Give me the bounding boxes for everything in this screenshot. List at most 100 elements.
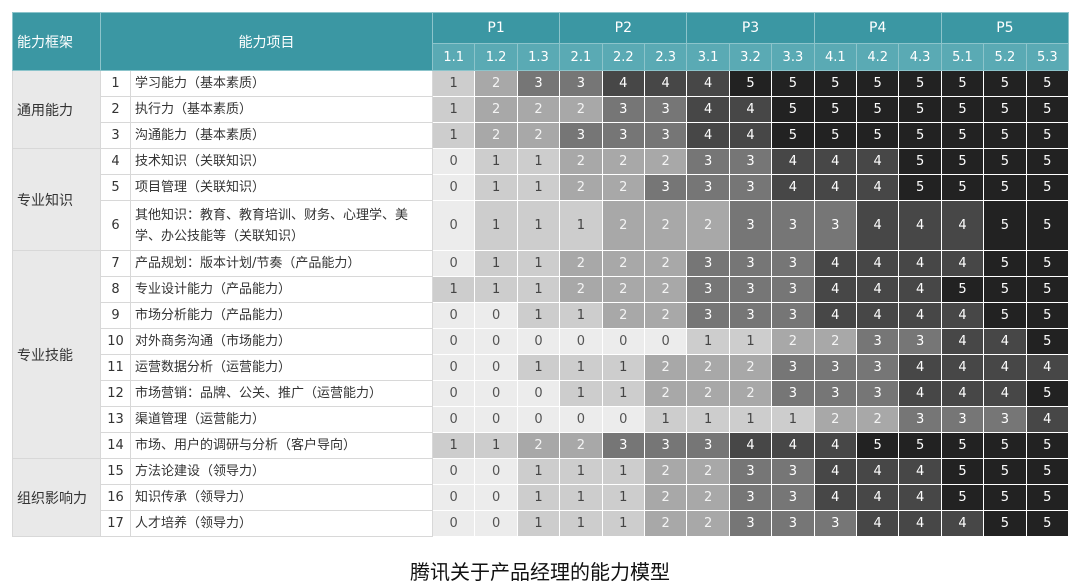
level-cell: 5 <box>940 432 985 459</box>
row-number: 15 <box>100 458 131 485</box>
row-number: 7 <box>100 250 131 277</box>
level-cell: 5 <box>940 174 985 201</box>
level-cell: 4 <box>898 200 942 251</box>
level-cell: 3 <box>813 354 858 381</box>
level-cell: 3 <box>771 510 815 537</box>
item-name: 知识传承（领导力） <box>130 484 433 511</box>
level-cell: 4 <box>1025 406 1070 433</box>
level-cell: 3 <box>643 174 688 201</box>
item-name: 项目管理（关联知识） <box>130 174 433 201</box>
level-cell: 0 <box>431 200 476 251</box>
level-cell: 5 <box>813 70 858 97</box>
level-cell: 1 <box>516 302 561 329</box>
sublevel-header: 5.1 <box>940 43 985 71</box>
table-row: 12 市场营销：品牌、公关、推广（运营能力） 0 0 0 1 1 2 2 2 3 3 3 4 4 4 5 <box>13 380 1070 407</box>
level-cell: 2 <box>643 510 688 537</box>
level-cell: 1 <box>516 250 561 277</box>
level-cell: 5 <box>898 70 942 97</box>
level-cell: 3 <box>983 406 1027 433</box>
group-name: 专业技能 <box>12 250 101 459</box>
level-cell: 3 <box>728 276 773 303</box>
level-cell: 5 <box>1025 122 1070 149</box>
level-cell: 2 <box>643 380 688 407</box>
level-cell: 3 <box>771 458 815 485</box>
level-cell: 2 <box>559 250 603 277</box>
level-cell: 4 <box>813 458 858 485</box>
level-cell: 3 <box>771 276 815 303</box>
level-cell: 2 <box>686 380 730 407</box>
level-cell: 5 <box>813 96 858 123</box>
level-cell: 3 <box>601 96 645 123</box>
level-cell: 1 <box>516 484 561 511</box>
level-cell: 5 <box>898 432 942 459</box>
level-cell: 3 <box>728 484 773 511</box>
level-header: P4 <box>813 12 942 44</box>
level-cell: 1 <box>686 328 730 355</box>
level-cell: 0 <box>643 328 688 355</box>
level-cell: 1 <box>643 406 688 433</box>
item-name: 技术知识（关联知识） <box>130 148 433 175</box>
level-cell: 0 <box>431 354 476 381</box>
sublevel-header: 2.1 <box>559 43 603 71</box>
level-cell: 0 <box>474 510 518 537</box>
row-number: 11 <box>100 354 131 381</box>
level-header: P5 <box>940 12 1070 44</box>
level-cell: 2 <box>601 250 645 277</box>
row-number: 10 <box>100 328 131 355</box>
row-number: 6 <box>100 200 131 251</box>
item-name: 产品规划：版本计划/节奏（产品能力） <box>130 250 433 277</box>
level-cell: 4 <box>898 302 942 329</box>
level-cell: 5 <box>940 276 985 303</box>
group-name: 通用能力 <box>12 70 101 149</box>
level-cell: 4 <box>940 510 985 537</box>
level-cell: 0 <box>559 328 603 355</box>
level-cell: 5 <box>940 70 985 97</box>
level-cell: 3 <box>728 510 773 537</box>
level-header: P1 <box>431 12 561 44</box>
level-cell: 5 <box>1025 276 1070 303</box>
sublevel-header: 3.2 <box>728 43 773 71</box>
level-cell: 4 <box>855 302 900 329</box>
sublevel-header: 5.2 <box>983 43 1027 71</box>
row-number: 16 <box>100 484 131 511</box>
level-cell: 5 <box>813 122 858 149</box>
item-name: 渠道管理（运营能力） <box>130 406 433 433</box>
level-cell: 1 <box>559 354 603 381</box>
level-cell: 4 <box>686 122 730 149</box>
level-cell: 5 <box>1025 148 1070 175</box>
item-name: 市场营销：品牌、公关、推广（运营能力） <box>130 380 433 407</box>
level-cell: 3 <box>728 200 773 251</box>
table-row: 17 人才培养（领导力） 0 0 1 1 1 2 2 3 3 3 4 4 4 5 5 <box>13 510 1070 537</box>
level-cell: 3 <box>686 302 730 329</box>
item-name: 其他知识：教育、教育培训、财务、心理学、美学、办公技能等（关联知识） <box>130 200 433 251</box>
level-cell: 5 <box>983 122 1027 149</box>
level-cell: 4 <box>898 510 942 537</box>
level-cell: 1 <box>431 276 476 303</box>
level-cell: 4 <box>855 276 900 303</box>
level-cell: 1 <box>601 354 645 381</box>
level-cell: 4 <box>898 484 942 511</box>
level-cell: 0 <box>431 302 476 329</box>
level-cell: 5 <box>983 276 1027 303</box>
level-cell: 0 <box>431 328 476 355</box>
sublevel-header: 3.1 <box>686 43 730 71</box>
level-cell: 0 <box>601 406 645 433</box>
level-cell: 0 <box>431 484 476 511</box>
level-cell: 3 <box>771 380 815 407</box>
level-cell: 1 <box>516 200 561 251</box>
sublevel-header: 4.1 <box>813 43 858 71</box>
level-cell: 4 <box>813 250 858 277</box>
level-cell: 4 <box>898 380 942 407</box>
level-cell: 4 <box>898 276 942 303</box>
level-cell: 1 <box>601 380 645 407</box>
level-cell: 2 <box>686 458 730 485</box>
level-cell: 3 <box>728 458 773 485</box>
level-cell: 3 <box>813 380 858 407</box>
level-cell: 0 <box>474 354 518 381</box>
level-cell: 5 <box>1025 174 1070 201</box>
level-cell: 2 <box>728 380 773 407</box>
level-cell: 1 <box>601 484 645 511</box>
level-cell: 5 <box>1025 328 1070 355</box>
level-cell: 0 <box>474 380 518 407</box>
